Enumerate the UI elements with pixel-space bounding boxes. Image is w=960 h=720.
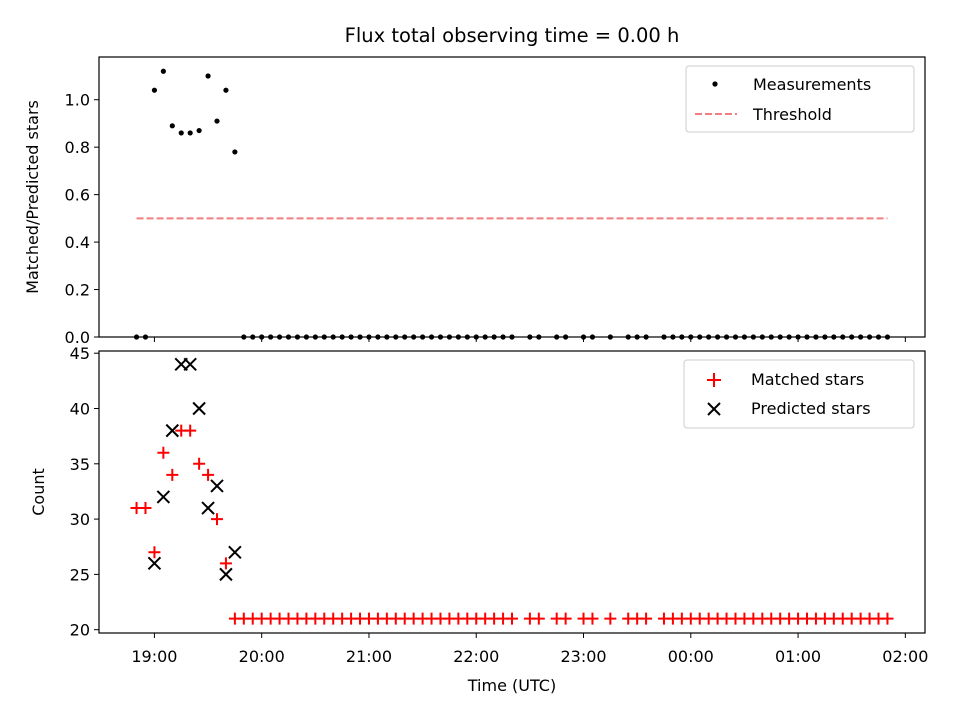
count-y-tick-label: 30 bbox=[70, 510, 90, 529]
count-legend: Matched stars Predicted stars bbox=[683, 359, 915, 429]
x-tick-label: 23:00 bbox=[560, 647, 606, 666]
count-axes-frame bbox=[98, 350, 926, 634]
predicted-star-point bbox=[183, 357, 197, 371]
ratio-y-tick-label: 0.4 bbox=[65, 233, 90, 252]
ratio-y-ticks: 0.0 0.2 0.4 0.6 0.8 1.0 bbox=[65, 91, 99, 347]
measurement-point bbox=[187, 130, 193, 136]
count-y-tick-label: 45 bbox=[70, 344, 90, 363]
matched-star-point bbox=[157, 446, 170, 459]
predicted-star-point bbox=[219, 567, 233, 582]
ratio-legend-box bbox=[685, 65, 915, 133]
count-y-axis-label: Count bbox=[29, 468, 48, 516]
matched-star-point bbox=[532, 612, 545, 625]
count-panel: 19:00 20:00 21:00 22:00 23:00 00:00 01:00 02:00… bbox=[29, 344, 928, 695]
measurement-point bbox=[151, 87, 158, 93]
legend-matched-marker bbox=[707, 373, 721, 387]
predicted-star-point bbox=[228, 545, 242, 559]
matched-star-point bbox=[148, 546, 161, 559]
measurement-point bbox=[178, 130, 184, 136]
measurement-point bbox=[223, 87, 229, 93]
predicted-star-point bbox=[210, 479, 224, 493]
matched-star-point bbox=[586, 612, 599, 625]
count-y-tick-label: 40 bbox=[70, 400, 90, 419]
ratio-axes-frame bbox=[98, 56, 926, 338]
predicted-star-point bbox=[165, 423, 180, 438]
measurement-point bbox=[232, 149, 238, 155]
measurement-point bbox=[205, 73, 211, 79]
matched-star-point bbox=[219, 557, 232, 570]
legend-measurements-label: Measurements bbox=[753, 75, 871, 94]
ratio-x-ticks bbox=[153, 337, 906, 342]
matched-star-point bbox=[640, 612, 653, 625]
ratio-y-tick-label: 0.0 bbox=[65, 328, 90, 347]
count-y-ticks: 20 25 30 35 40 45 bbox=[70, 344, 99, 640]
measurement-point bbox=[169, 123, 175, 129]
predicted-star-point bbox=[201, 501, 215, 515]
count-marks bbox=[130, 357, 894, 625]
matched-star-point bbox=[139, 502, 152, 515]
ratio-y-tick-label: 0.6 bbox=[65, 186, 90, 205]
count-y-tick-label: 20 bbox=[70, 621, 90, 640]
legend-predicted-label: Predicted stars bbox=[751, 399, 871, 418]
matched-star-point bbox=[559, 612, 572, 625]
ratio-y-axis-label: Matched/Predicted stars bbox=[23, 100, 42, 294]
predicted-star-point bbox=[156, 490, 171, 504]
matched-star-point bbox=[166, 468, 179, 481]
matched-star-point bbox=[184, 424, 197, 437]
ratio-legend: Measurements Threshold bbox=[685, 65, 915, 133]
ratio-y-tick-label: 0.8 bbox=[65, 138, 90, 157]
matched-star-point bbox=[506, 612, 518, 625]
matched-star-point bbox=[211, 513, 223, 526]
x-tick-label: 19:00 bbox=[131, 647, 177, 666]
x-tick-label: 02:00 bbox=[882, 647, 928, 666]
x-tick-label: 00:00 bbox=[668, 647, 714, 666]
matched-star-point bbox=[881, 612, 894, 625]
count-x-ticks: 19:00 20:00 21:00 22:00 23:00 00:00 01:00 02:00 bbox=[131, 633, 928, 666]
legend-threshold-label: Threshold bbox=[752, 105, 832, 124]
ratio-y-tick-label: 0.2 bbox=[65, 281, 90, 300]
legend-matched-label: Matched stars bbox=[751, 370, 864, 389]
predicted-star-point bbox=[192, 401, 206, 416]
count-legend-box bbox=[683, 359, 915, 429]
measurement-point bbox=[160, 68, 166, 74]
matched-star-point bbox=[193, 457, 206, 470]
matched-star-point bbox=[202, 468, 215, 481]
predicted-star-point bbox=[147, 556, 162, 571]
measurement-point bbox=[214, 118, 220, 124]
matched-star-point bbox=[604, 612, 617, 625]
ratio-panel: 0.0 0.2 0.4 0.6 0.8 1.0 Matched/Predicted sta… bbox=[23, 56, 926, 347]
count-y-tick-label: 35 bbox=[70, 455, 90, 474]
measurement-point bbox=[196, 127, 202, 134]
ratio-y-tick-label: 1.0 bbox=[65, 91, 90, 110]
x-tick-label: 20:00 bbox=[239, 647, 285, 666]
x-tick-label: 22:00 bbox=[453, 647, 499, 666]
legend-measurements-marker bbox=[712, 81, 718, 87]
x-axis-label: Time (UTC) bbox=[467, 676, 556, 695]
count-y-tick-label: 25 bbox=[70, 565, 90, 584]
legend-predicted-marker bbox=[707, 402, 721, 416]
x-tick-label: 01:00 bbox=[775, 647, 821, 666]
x-tick-label: 21:00 bbox=[346, 647, 392, 666]
chart-title: Flux total observing time = 0.00 h bbox=[345, 24, 680, 47]
